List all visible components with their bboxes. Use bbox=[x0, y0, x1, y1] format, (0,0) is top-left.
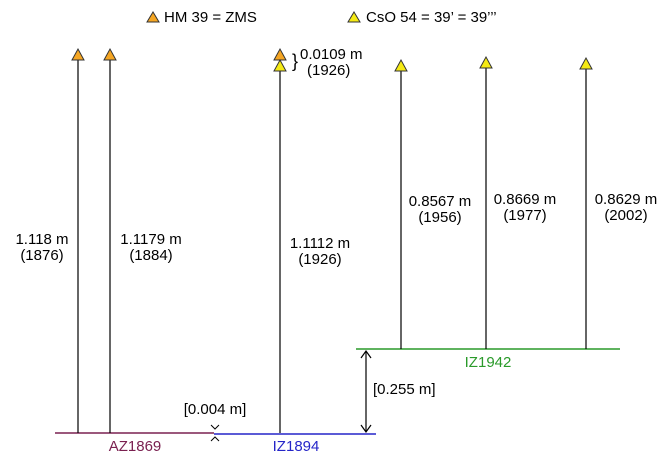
offset-az-iz: [0.004 m] bbox=[184, 401, 247, 442]
rod-2002: 0.8629 m (2002) bbox=[579, 56, 658, 349]
yellow-triangle-icon bbox=[273, 58, 287, 72]
rod-length: 1.1179 m bbox=[120, 231, 181, 248]
offset-iz-label: [0.255 m] bbox=[373, 381, 436, 398]
yellow-triangle-icon bbox=[579, 56, 593, 70]
rod-year: (1956) bbox=[418, 209, 461, 226]
rod-1884: 1.1179 m (1884) bbox=[103, 47, 182, 433]
rod-year: (1977) bbox=[503, 207, 546, 224]
offset-az-iz-label: [0.004 m] bbox=[184, 401, 247, 418]
rod-length: 0.8567 m bbox=[409, 193, 472, 210]
orange-triangle-icon bbox=[146, 11, 160, 23]
baseline-label-iz1894: IZ1894 bbox=[273, 438, 320, 454]
arrow-up-icon bbox=[210, 436, 220, 442]
offset-iz1894-iz1942: [0.255 m] bbox=[360, 349, 436, 434]
arrow-down-icon bbox=[360, 424, 372, 434]
rod-length: 0.8629 m bbox=[595, 191, 658, 208]
yellow-triangle-icon bbox=[479, 55, 493, 69]
rod-year: (2002) bbox=[604, 207, 647, 224]
yellow-triangle-icon bbox=[347, 11, 361, 23]
rod-year: (1884) bbox=[129, 247, 172, 264]
orange-triangle-icon bbox=[103, 47, 117, 61]
orange-triangle-icon bbox=[273, 47, 287, 61]
marker-gap-year: (1926) bbox=[307, 62, 350, 79]
legend-yellow-label: CsO 54 = 39’ = 39’’’ bbox=[366, 9, 497, 26]
rod-year: (1876) bbox=[20, 247, 63, 264]
rod-length: 1.1112 m bbox=[290, 235, 350, 252]
yellow-triangle-icon bbox=[394, 58, 408, 72]
orange-triangle-icon bbox=[71, 47, 85, 61]
rod-length: 0.8669 m bbox=[494, 191, 557, 208]
baseline-label-az1869: AZ1869 bbox=[109, 438, 162, 454]
rod-1956: 0.8567 m (1956) bbox=[394, 58, 472, 349]
legend-orange-label: HM 39 = ZMS bbox=[164, 9, 257, 26]
rod-1926: } 0.0109 m (1926) 1.1112 m (1926) bbox=[273, 46, 363, 433]
baseline-label-iz1942: IZ1942 bbox=[465, 354, 512, 371]
rod-1977: 0.8669 m (1977) bbox=[479, 55, 557, 349]
arrow-up-icon bbox=[360, 349, 372, 359]
arrow-down-icon bbox=[210, 424, 220, 430]
rod-1876: 1.118 m (1876) bbox=[15, 47, 85, 433]
rod-year: (1926) bbox=[298, 251, 341, 268]
brace-icon: } bbox=[292, 51, 298, 71]
legend: HM 39 = ZMS CsO 54 = 39’ = 39’’’ bbox=[146, 9, 497, 26]
rod-length: 1.118 m bbox=[15, 231, 68, 248]
marker-gap-value: 0.0109 m bbox=[300, 46, 363, 63]
